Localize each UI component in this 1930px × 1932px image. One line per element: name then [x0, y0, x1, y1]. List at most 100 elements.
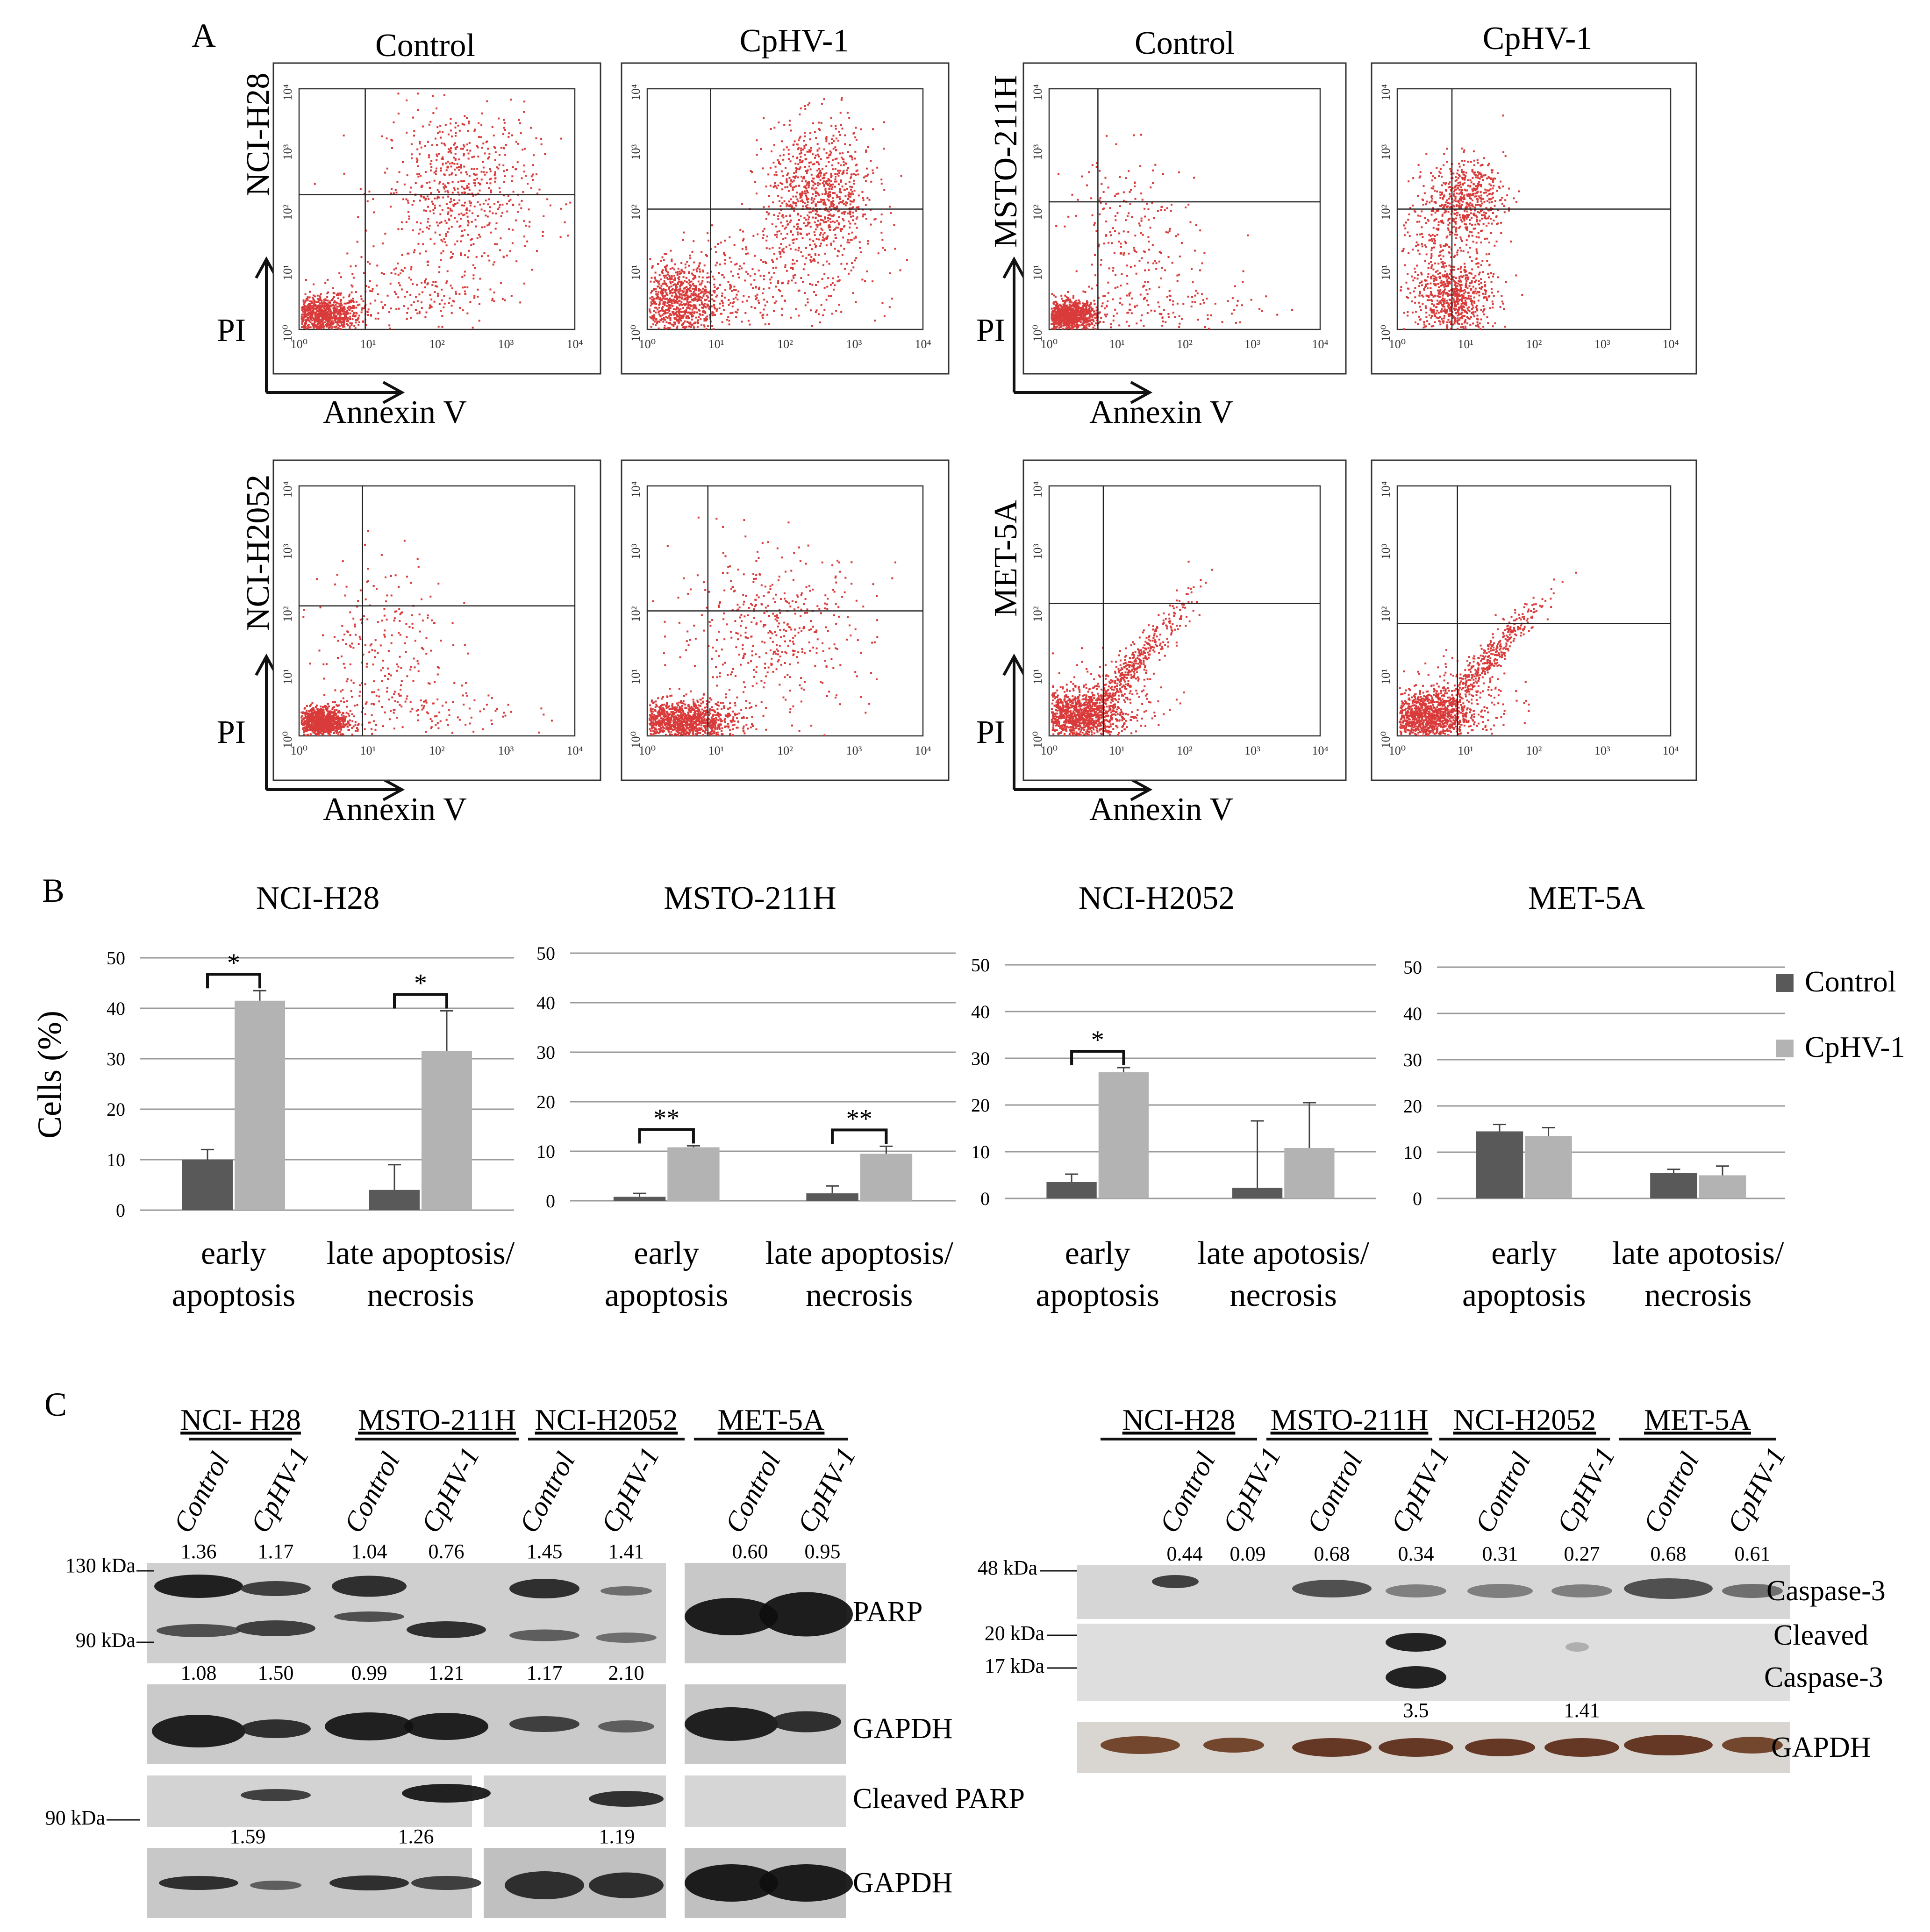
flow-dot [460, 180, 463, 182]
flow-dot [1152, 262, 1155, 264]
flow-dot [1094, 324, 1096, 327]
flow-dot [709, 292, 711, 295]
flow-dot [422, 196, 425, 198]
flow-dot [498, 164, 500, 166]
flow-dot [828, 195, 830, 197]
flow-dot [785, 246, 787, 248]
flow-dot [657, 295, 658, 297]
flow-dot [317, 308, 320, 311]
flow-dot [464, 254, 466, 257]
flow-dot [493, 146, 495, 148]
flow-dot [1113, 252, 1115, 254]
flow-dot [369, 280, 371, 282]
flow-dot [772, 186, 775, 188]
flow-dot [1067, 314, 1070, 316]
flow-dot [1051, 323, 1053, 325]
flow-dot [813, 231, 815, 234]
flow-dot [321, 305, 323, 307]
flow-dot [536, 173, 538, 176]
flow-dot [330, 320, 333, 322]
flow-dot [1084, 304, 1087, 306]
flow-dot [677, 281, 679, 284]
flow-dot [658, 274, 661, 277]
flow-dot [1460, 326, 1462, 328]
flow-dot [1114, 308, 1116, 311]
flow-dot [435, 170, 437, 172]
flow-dot [481, 112, 483, 114]
flow-dot [431, 200, 433, 203]
flow-dot [1065, 318, 1068, 320]
flow-dot [1456, 321, 1458, 323]
flow-dot [503, 181, 505, 183]
flow-dot [1230, 313, 1233, 315]
flow-dot [461, 185, 463, 188]
flow-dot [870, 180, 872, 183]
flow-dot [317, 301, 320, 303]
flow-dot [823, 221, 825, 223]
flow-dot [419, 141, 421, 143]
flow-dot [683, 272, 686, 274]
flow-dot [326, 313, 329, 314]
flow-dot [1070, 307, 1072, 309]
flow-dot [301, 317, 304, 319]
flow-dot [1076, 311, 1079, 313]
flow-dot [499, 249, 501, 251]
flow-dot [1073, 325, 1075, 328]
flow-dot [418, 232, 420, 235]
flow-dot [661, 291, 663, 293]
flow-dot [523, 235, 525, 238]
flow-dot [800, 147, 802, 150]
flow-dot [490, 178, 492, 180]
flow-dot [453, 163, 456, 165]
flow-dot [776, 234, 778, 236]
flow-dot [665, 312, 667, 314]
flow-dot [316, 314, 318, 316]
flow-dot [365, 229, 367, 232]
flow-dot [1202, 299, 1204, 301]
flow-dot [494, 228, 497, 230]
flow-dot [472, 195, 474, 197]
flow-dot [673, 268, 675, 271]
flow-dot [403, 305, 405, 307]
flow-dot [508, 135, 510, 138]
flow-dot [466, 185, 468, 187]
flow-dot [825, 299, 828, 301]
flow-dot [381, 135, 383, 137]
flow-dot [685, 309, 687, 311]
flow-dot [322, 314, 325, 316]
flow-dot [1099, 213, 1101, 215]
flow-dot [1085, 313, 1087, 315]
flow-dot [818, 128, 820, 130]
flow-dot [435, 281, 437, 283]
flow-dot [1167, 316, 1170, 318]
flow-dot [819, 321, 821, 324]
flow-dot [826, 210, 829, 212]
flow-dot [436, 167, 437, 170]
flow-dot [1096, 319, 1098, 321]
flow-dot [779, 182, 782, 184]
flow-dot [504, 128, 506, 131]
flow-dot [823, 309, 826, 311]
flow-dot [841, 212, 843, 214]
flow-dot [347, 324, 349, 327]
flow-dot [786, 185, 789, 188]
flow-dot [1135, 251, 1137, 253]
flow-dot [827, 184, 829, 186]
flow-dot [482, 203, 485, 205]
flow-dot [401, 254, 403, 256]
flow-dot [477, 192, 479, 195]
flow-dot [676, 298, 679, 300]
flow-dot [1233, 309, 1236, 311]
flow-dot [799, 135, 801, 138]
flow-dot [682, 276, 685, 278]
flow-dot [664, 275, 666, 277]
flow-dot [1101, 183, 1103, 185]
flow-dot [1201, 262, 1203, 264]
flow-dot [815, 187, 817, 190]
flow-dot [850, 173, 852, 176]
flow-dot [1161, 206, 1163, 208]
flow-dot [822, 239, 824, 242]
flow-dot [778, 121, 780, 124]
flow-dot [745, 271, 748, 273]
flow-x-tick: 10⁴ [566, 337, 583, 351]
